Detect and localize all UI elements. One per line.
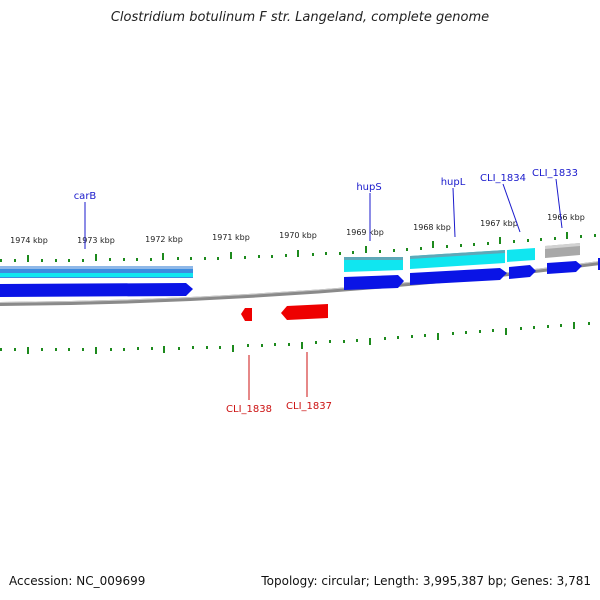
kbp-label: 1966 kbp — [547, 213, 585, 222]
gene-carB-cyan — [0, 273, 193, 277]
gene-label-CLI_1833[interactable]: CLI_1833 — [532, 168, 578, 179]
gene-label-CLI_1834[interactable]: CLI_1834 — [480, 173, 526, 184]
cds-hupS[interactable] — [344, 275, 404, 290]
gene-label-hupS[interactable]: hupS — [356, 182, 381, 193]
cds-CLI_1833[interactable] — [547, 261, 582, 274]
gene-CLI_1837[interactable] — [281, 304, 328, 320]
gene-hupS-shade — [344, 257, 403, 260]
map-title: Clostridium botulinum F str. Langeland, … — [110, 10, 490, 25]
kbp-label: 1972 kbp — [145, 235, 183, 244]
kbp-label: 1974 kbp — [10, 236, 48, 245]
upper-minor-ticks — [0, 234, 596, 262]
gene-label-CLI_1837[interactable]: CLI_1837 — [286, 401, 332, 412]
cds-edge — [598, 258, 600, 270]
genome-summary-text: Topology: circular; Length: 3,995,387 bp… — [261, 574, 591, 588]
leader-CLI_1833 — [555, 178, 563, 229]
gene-hupS[interactable] — [344, 257, 403, 272]
forward-gene-track — [0, 243, 580, 278]
kbp-label: 1973 kbp — [77, 236, 115, 245]
kbp-label: 1968 kbp — [413, 223, 451, 232]
cds-CLI_1834[interactable] — [509, 265, 536, 279]
gene-hupL-shade — [410, 250, 505, 259]
gene-label-hupL[interactable]: hupL — [441, 177, 466, 188]
leader-CLI_1834 — [502, 183, 521, 233]
kbp-label: 1967 kbp — [480, 219, 518, 228]
gene-label-carB[interactable]: carB — [74, 191, 97, 202]
gene-CLI_1833-shade — [545, 243, 580, 249]
forward-cds-track — [0, 258, 600, 297]
lower-tick-row — [27, 322, 575, 354]
cds-carB[interactable] — [0, 283, 193, 297]
leader-hupL — [452, 187, 456, 238]
accession-text: Accession: NC_009699 — [9, 574, 146, 588]
gene-CLI_1838[interactable] — [241, 308, 252, 321]
lower-minor-ticks — [0, 322, 590, 351]
upper-tick-row — [27, 232, 568, 262]
gene-CLI_1834[interactable] — [507, 248, 535, 262]
kbp-label: 1970 kbp — [279, 231, 317, 240]
reverse-gene-track — [241, 304, 328, 321]
kbp-label: 1971 kbp — [212, 233, 250, 242]
gene-label-CLI_1838[interactable]: CLI_1838 — [226, 404, 272, 415]
gene-carB-shade — [0, 266, 193, 269]
cds-hupL[interactable] — [410, 268, 507, 285]
kbp-label: 1969 kbp — [346, 228, 384, 237]
